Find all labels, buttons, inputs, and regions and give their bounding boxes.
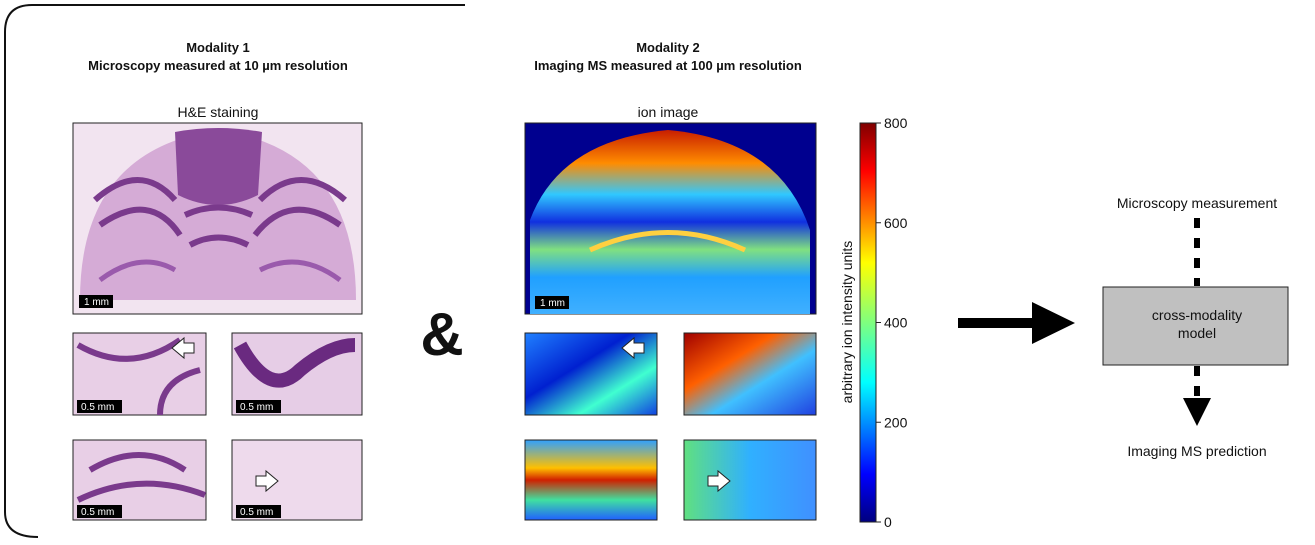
title-line: Imaging MS measured at 100 µm resolution (534, 58, 802, 73)
colorbar-tick-label: 0 (884, 514, 892, 530)
colorbar-scale (860, 123, 876, 522)
colorbar-tick-label: 600 (884, 215, 908, 231)
scale-bar: 0.5 mm (240, 507, 273, 518)
scale-bar: 0.5 mm (81, 402, 114, 413)
flow-arrow (958, 302, 1075, 344)
ion-details (525, 333, 816, 520)
image-label: ion image (638, 104, 699, 120)
figure: Modality 1 Microscopy measured at 10 µm … (0, 0, 1315, 540)
input-label: Microscopy measurement (1117, 195, 1277, 211)
model-label: cross-modality (1152, 307, 1242, 323)
colorbar-tick-label: 400 (884, 315, 908, 331)
image-label: H&E staining (178, 104, 259, 120)
scale-bar: 0.5 mm (81, 507, 114, 518)
ion-image: 1 mm (525, 123, 816, 314)
colorbar-tick-label: 200 (884, 414, 908, 430)
connector: & (420, 301, 463, 368)
colorbar: arbitrary ion intensity units 0 200 400 600… (839, 115, 908, 530)
scale-bar: 1 mm (540, 298, 565, 309)
output-label: Imaging MS prediction (1127, 443, 1266, 459)
colorbar-tick-label: 800 (884, 115, 908, 131)
arrow-head (1183, 398, 1211, 426)
he-details: 0.5 mm 0.5 mm 0.5 mm 0.5 mm (73, 333, 362, 520)
model-label: model (1178, 325, 1216, 341)
scale-bar: 1 mm (84, 297, 109, 308)
he-image: 1 mm (73, 123, 362, 314)
scale-bar: 0.5 mm (240, 402, 273, 413)
colorbar-label: arbitrary ion intensity units (839, 241, 855, 404)
title-line: Modality 1 (186, 40, 250, 55)
title-line: Modality 2 (636, 40, 700, 55)
title-line: Microscopy measured at 10 µm resolution (88, 58, 348, 73)
